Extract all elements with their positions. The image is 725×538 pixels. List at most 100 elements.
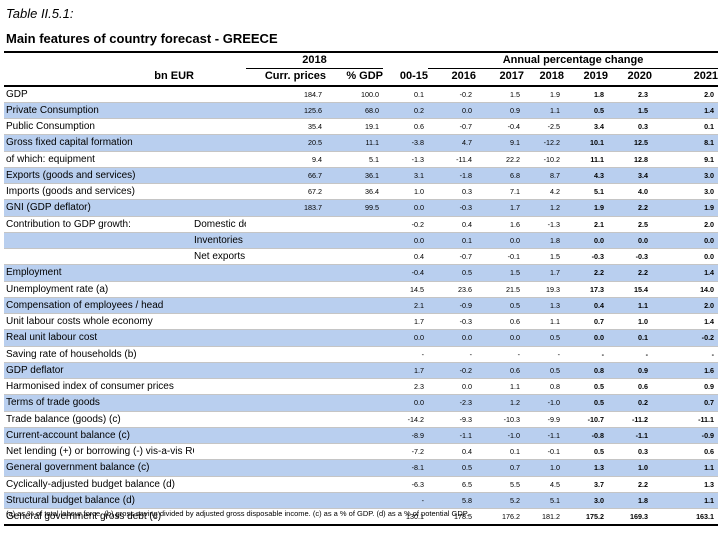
value-cell: -0.3 — [564, 248, 609, 266]
value-cell: 1.0 — [608, 313, 653, 331]
value-cell: 12.5 — [608, 134, 653, 152]
row-sublabel — [194, 118, 246, 136]
value-cell: 15.4 — [608, 281, 653, 298]
pct-gdp-cell: 19.1 — [326, 118, 384, 136]
value-cell: -1.1 — [524, 427, 565, 445]
curr-price-cell — [246, 476, 326, 493]
pct-gdp-cell: 5.1 — [326, 151, 384, 168]
value-cell: -6.3 — [383, 476, 429, 493]
row-label — [4, 248, 194, 266]
value-cell: 1.7 — [383, 362, 429, 380]
table-row: Harmonised index of consumer prices 2.3 0.… — [4, 378, 719, 396]
value-cell: 1.4 — [652, 102, 719, 120]
value-cell: -0.4 — [383, 264, 429, 282]
value-cell: 2.2 — [608, 199, 653, 217]
row-sublabel — [194, 85, 246, 103]
value-cell: -1.3 — [524, 216, 565, 233]
curr-price-cell: 183.7 — [246, 199, 326, 217]
curr-price-cell — [246, 281, 326, 298]
pct-gdp-cell — [326, 508, 384, 527]
table-row: Cyclically-adjusted budget balance (d) -6… — [4, 476, 719, 493]
value-cell: 1.8 — [524, 232, 565, 250]
value-cell: 0.0 — [652, 248, 719, 266]
curr-price-cell — [246, 346, 326, 363]
table-row: Unit labour costs whole economy 1.7 -0.3 0.… — [4, 313, 719, 331]
row-sublabel — [194, 427, 246, 445]
row-sublabel: Inventories — [194, 232, 246, 250]
row-label: Unit labour costs whole economy — [4, 313, 194, 331]
value-cell: -0.2 — [383, 216, 429, 233]
pct-gdp-cell — [326, 427, 384, 445]
value-cell: 176.2 — [476, 508, 525, 527]
pct-gdp-cell — [326, 492, 384, 510]
value-cell: 19.3 — [524, 281, 565, 298]
value-cell: 0.7 — [652, 394, 719, 412]
table-row: Inventories 0.0 0.1 0.0 1.8 0.0 0.0 0.0 — [4, 232, 719, 250]
table-row: Current-account balance (c) -8.9 -1.1 -1.0-… — [4, 427, 719, 445]
row-sublabel — [194, 281, 246, 298]
row-label: Exports (goods and services) — [4, 167, 194, 185]
value-cell: 0.9 — [652, 378, 719, 396]
row-label: Trade balance (goods) (c) — [4, 411, 194, 428]
row-label: General government balance (c) — [4, 459, 194, 477]
value-cell: 1.9 — [564, 199, 609, 217]
value-cell: 3.7 — [564, 476, 609, 493]
row-label: Current-account balance (c) — [4, 427, 194, 445]
value-cell: 3.1 — [383, 167, 429, 185]
value-cell: -14.2 — [383, 411, 429, 428]
curr-price-cell: 35.4 — [246, 118, 326, 136]
col-year-header: 2016 — [428, 68, 477, 87]
row-sublabel — [194, 378, 246, 396]
row-sublabel — [194, 459, 246, 477]
value-cell: - — [652, 346, 719, 363]
row-label: GDP — [4, 85, 194, 103]
value-cell: 0.0 — [564, 232, 609, 250]
row-sublabel: Domestic demand — [194, 216, 246, 233]
curr-price-cell — [246, 297, 326, 315]
value-cell: 0.8 — [564, 362, 609, 380]
row-label: of which: equipment — [4, 151, 194, 168]
value-cell: 2.3 — [608, 85, 653, 103]
value-cell: 1.7 — [524, 264, 565, 282]
row-sublabel — [194, 183, 246, 201]
value-cell: -10.7 — [564, 411, 609, 428]
value-cell: 9.1 — [652, 151, 719, 168]
value-cell: 1.7 — [476, 199, 525, 217]
row-label: Saving rate of households (b) — [4, 346, 194, 363]
curr-price-cell — [246, 492, 326, 510]
value-cell: 1.6 — [476, 216, 525, 233]
value-cell: 21.5 — [476, 281, 525, 298]
row-label: GNI (GDP deflator) — [4, 199, 194, 217]
value-cell: 0.0 — [608, 232, 653, 250]
value-cell: 175.2 — [564, 508, 609, 527]
table-row: Employment -0.4 0.5 1.5 1.7 2.2 2.2 1.4 — [4, 264, 719, 282]
table-row: Saving rate of households (b) - - - - - - - — [4, 346, 719, 363]
row-label: Private Consumption — [4, 102, 194, 120]
row-sublabel — [194, 394, 246, 412]
value-cell: 0.3 — [428, 183, 477, 201]
value-cell: 3.4 — [608, 167, 653, 185]
value-cell: 4.3 — [564, 167, 609, 185]
value-cell: 0.9 — [476, 102, 525, 120]
value-cell: 1.3 — [564, 459, 609, 477]
value-cell: 0.0 — [652, 232, 719, 250]
value-cell: 0.5 — [564, 443, 609, 461]
value-cell: -8.9 — [383, 427, 429, 445]
value-cell: 2.2 — [608, 476, 653, 493]
value-cell: -2.5 — [524, 118, 565, 136]
value-cell: 0.2 — [383, 102, 429, 120]
value-cell: 5.1 — [524, 492, 565, 510]
curr-price-cell — [246, 329, 326, 347]
value-cell: -8.1 — [383, 459, 429, 477]
value-cell: 1.2 — [524, 199, 565, 217]
value-cell: 0.0 — [476, 329, 525, 347]
value-cell: 1.3 — [652, 476, 719, 493]
table-row: Gross fixed capital formation 20.5 11.1 -3.… — [4, 134, 719, 152]
value-cell: -0.3 — [608, 248, 653, 266]
row-label: Harmonised index of consumer prices — [4, 378, 194, 396]
value-cell: 0.0 — [383, 232, 429, 250]
value-cell: 1.0 — [608, 459, 653, 477]
row-sublabel — [194, 264, 246, 282]
value-cell: -0.1 — [476, 248, 525, 266]
value-cell: 2.5 — [608, 216, 653, 233]
